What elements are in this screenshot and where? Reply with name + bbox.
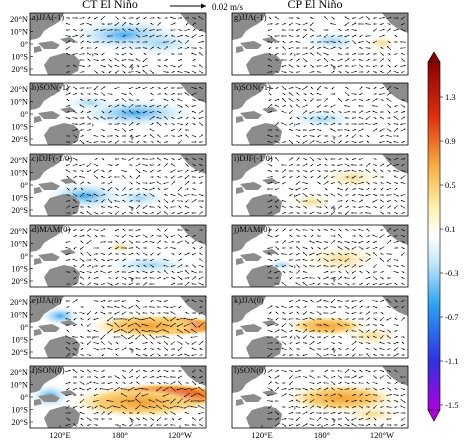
anomaly-shading xyxy=(367,35,397,51)
map-panel: b)SON(-1) 20°N 10°N 0° 10°S 20°S xyxy=(10,82,206,145)
latitude-label: 0° xyxy=(20,39,28,49)
map-content xyxy=(30,225,206,287)
latitude-label: 10°S xyxy=(11,264,28,274)
colorbar-top-arrow xyxy=(428,52,440,62)
anomaly-shading xyxy=(292,194,332,210)
colorbar-tick-label: 0.1 xyxy=(445,224,456,234)
map-panel: g)JJA(-1) xyxy=(232,12,408,75)
panel-label: e)JJA(0) xyxy=(32,295,61,305)
colorbar-tick-label: 1.3 xyxy=(445,92,456,102)
latitude-label: 20°N xyxy=(10,84,28,94)
latitude-label: 10°S xyxy=(11,405,28,415)
latitude-label: 20°N xyxy=(10,226,28,236)
longitude-label: 120°W xyxy=(370,430,394,438)
latitude-label: 10°N xyxy=(10,380,28,390)
colorbar-bottom-arrow xyxy=(428,410,440,421)
colorbar-tick-label: -1.1 xyxy=(445,356,458,366)
colorbar-tick-label: 0.5 xyxy=(445,180,456,190)
panel-label: k)JJA(0) xyxy=(234,295,264,305)
anomaly-shading xyxy=(65,95,115,111)
map-panel: a)JJA(-1) 20°N 10°N 0° 10°S 20°S xyxy=(10,12,206,75)
latitude-label: 10°N xyxy=(10,310,28,320)
panel-label: h)SON(-1) xyxy=(234,82,271,92)
colorbar-tick-label: -0.7 xyxy=(445,312,458,322)
map-content xyxy=(232,154,408,216)
colorbar-tick-label: -1.5 xyxy=(445,400,458,410)
latitude-label: 0° xyxy=(20,392,28,402)
map-content xyxy=(30,366,230,428)
panel-label: l)SON(0) xyxy=(234,365,266,375)
reference-label: 0.02 m/s xyxy=(212,2,244,12)
map-panel: d)MAM(0) 20°N 10°N 0° 10°S 20°S xyxy=(10,224,206,287)
latitude-label: 20°N xyxy=(10,297,28,307)
anomaly-shading xyxy=(342,404,402,424)
longitude-label: 180° xyxy=(314,430,330,438)
latitude-label: 10°N xyxy=(10,97,28,107)
latitude-label: 10°S xyxy=(11,193,28,203)
map-panel: f)SON(0) 20°N 10°N 0° 10°S 20°S 120°E 180° 120°W xyxy=(10,365,230,438)
map-content xyxy=(232,225,408,287)
map-content xyxy=(30,13,206,75)
latitude-label: 10°N xyxy=(10,27,28,37)
latitude-label: 20°S xyxy=(11,205,28,215)
map-content xyxy=(30,154,206,216)
anomaly-shading xyxy=(70,386,210,418)
panel-label: d)MAM(0) xyxy=(32,224,70,234)
latitude-label: 20°N xyxy=(10,155,28,165)
map-panel: i)DJF(-1/0) xyxy=(232,153,408,216)
panel-label: j)MAM(0) xyxy=(233,224,271,234)
panel-label: g)JJA(-1) xyxy=(234,12,267,22)
panel-label: a)JJA(-1) xyxy=(32,12,64,22)
map-content xyxy=(232,83,408,145)
latitude-label: 10°S xyxy=(11,52,28,62)
latitude-label: 20°N xyxy=(10,367,28,377)
panels: a)JJA(-1) 20°N 10°N 0° 10°S 20°S b)SON(-1) 20°N… xyxy=(10,12,408,438)
anomaly-shading xyxy=(110,188,170,208)
latitude-label: 0° xyxy=(20,251,28,261)
longitude-label: 180° xyxy=(112,430,128,438)
anomaly-shading xyxy=(342,326,402,346)
map-content xyxy=(30,83,206,145)
panel-label: c)DJF(-1/0) xyxy=(32,153,72,163)
panel-label: b)SON(-1) xyxy=(32,82,69,92)
latitude-label: 0° xyxy=(20,180,28,190)
column-title: CP El Niño xyxy=(288,0,343,11)
column-title: CT El Niño xyxy=(82,0,138,11)
map-panel: c)DJF(-1/0) 20°N 10°N 0° 10°S 20°S xyxy=(10,153,206,216)
panel-label: f)SON(0) xyxy=(32,365,65,375)
map-content xyxy=(30,296,230,358)
map-content xyxy=(232,366,408,428)
longitude-label: 120°E xyxy=(49,430,70,438)
map-panel: j)MAM(0) xyxy=(232,224,408,287)
colorbar: 1.3 0.9 0.5 0.1 -0.3 -0.7 -1.1 -1.5 xyxy=(428,52,458,421)
latitude-label: 0° xyxy=(20,322,28,332)
latitude-label: 20°S xyxy=(11,276,28,286)
latitude-label: 20°S xyxy=(11,134,28,144)
latitude-label: 10°S xyxy=(11,335,28,345)
colorbar-body xyxy=(428,62,440,410)
map-panel: h)SON(-1) xyxy=(232,82,408,145)
anomaly-shading xyxy=(105,241,135,253)
map-panel: l)SON(0) 120°E 180° 120°W xyxy=(232,365,408,438)
longitude-label: 120°E xyxy=(251,430,272,438)
colorbar-tick-label: -0.3 xyxy=(445,268,458,278)
anomaly-shading xyxy=(120,29,200,57)
reference-arrow-head xyxy=(201,4,206,9)
map-panel: k)JJA(0) xyxy=(232,295,408,358)
latitude-label: 0° xyxy=(20,109,28,119)
map-content xyxy=(232,13,408,75)
latitude-label: 20°N xyxy=(10,14,28,24)
latitude-label: 20°S xyxy=(11,347,28,357)
latitude-label: 20°S xyxy=(11,64,28,74)
panel-label: i)DJF(-1/0) xyxy=(234,153,273,163)
longitude-label: 120°W xyxy=(168,430,192,438)
latitude-label: 20°S xyxy=(11,417,28,427)
latitude-label: 10°N xyxy=(10,168,28,178)
latitude-label: 10°S xyxy=(11,122,28,132)
latitude-label: 10°N xyxy=(10,239,28,249)
map-panel: e)JJA(0) 20°N 10°N 0° 10°S 20°S xyxy=(10,295,230,358)
colorbar-tick-label: 0.9 xyxy=(445,136,456,146)
map-content xyxy=(232,296,408,358)
